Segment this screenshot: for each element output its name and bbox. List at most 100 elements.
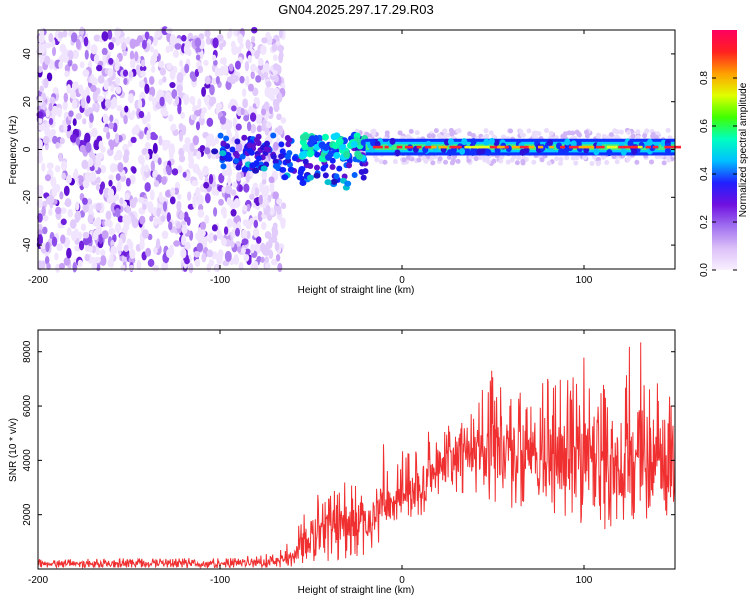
noise-blob bbox=[237, 33, 244, 44]
signal-halo bbox=[378, 159, 384, 165]
noise-blob bbox=[263, 70, 269, 79]
noise-blob bbox=[213, 59, 218, 66]
signal-halo bbox=[539, 157, 545, 163]
noise-blob bbox=[169, 196, 176, 205]
signal-peak bbox=[538, 145, 544, 149]
signal-halo bbox=[520, 160, 526, 166]
noise-blob bbox=[56, 243, 63, 252]
noise-blob bbox=[192, 197, 197, 209]
noise-blob bbox=[232, 181, 238, 188]
noise-blob bbox=[99, 255, 107, 267]
signal-band-bump bbox=[476, 148, 483, 156]
signal-halo bbox=[505, 159, 511, 165]
noise-blob bbox=[263, 245, 270, 257]
noise-blob bbox=[208, 97, 215, 107]
noise-blob bbox=[253, 260, 259, 270]
noise-blob bbox=[99, 164, 107, 174]
noise-blob bbox=[268, 249, 274, 259]
noise-blob bbox=[48, 102, 53, 112]
noise-blob bbox=[137, 98, 143, 109]
noise-blob bbox=[277, 262, 283, 273]
noise-blob bbox=[235, 123, 242, 131]
signal-halo bbox=[544, 127, 550, 133]
noise-blob bbox=[164, 189, 171, 198]
signal-cluster-blob bbox=[339, 143, 347, 151]
noise-blob bbox=[123, 77, 128, 85]
signal-band-bump bbox=[558, 148, 565, 156]
noise-blob bbox=[204, 214, 210, 224]
noise-blob bbox=[117, 215, 124, 223]
noise-blob bbox=[129, 38, 137, 50]
signal-scatter bbox=[307, 163, 314, 170]
signal-band-bump bbox=[627, 139, 634, 147]
noise-blob bbox=[52, 87, 59, 95]
noise-blob bbox=[177, 86, 182, 97]
snr-ytick-label: 6000 bbox=[22, 394, 33, 417]
noise-blob bbox=[272, 222, 278, 230]
noise-blob bbox=[54, 165, 61, 173]
noise-blob bbox=[111, 96, 117, 107]
noise-blob bbox=[264, 86, 271, 98]
signal-halo bbox=[516, 155, 522, 161]
noise-blob bbox=[215, 75, 220, 85]
noise-blob bbox=[72, 49, 80, 60]
noise-blob bbox=[169, 69, 176, 80]
noise-blob bbox=[148, 75, 155, 85]
signal-halo bbox=[437, 156, 443, 162]
noise-blob bbox=[51, 135, 58, 144]
noise-blob bbox=[113, 154, 119, 161]
noise-blob bbox=[75, 39, 81, 50]
noise-blob bbox=[63, 123, 68, 134]
noise-blob bbox=[158, 78, 163, 86]
noise-blob bbox=[84, 109, 92, 117]
signal-halo bbox=[449, 160, 455, 166]
noise-blob bbox=[90, 127, 98, 138]
noise-blob bbox=[261, 177, 267, 185]
noise-blob bbox=[67, 49, 74, 61]
noise-blob bbox=[77, 259, 83, 268]
signal-scatter bbox=[217, 132, 224, 139]
noise-blob bbox=[66, 227, 72, 236]
noise-blob bbox=[195, 232, 202, 241]
noise-blob bbox=[202, 165, 209, 176]
noise-blob bbox=[42, 226, 48, 235]
signal-halo bbox=[449, 131, 455, 137]
noise-blob bbox=[177, 104, 182, 115]
noise-blob bbox=[109, 114, 114, 123]
signal-scatter bbox=[313, 164, 320, 171]
signal-peak bbox=[637, 145, 643, 149]
noise-blob bbox=[278, 29, 283, 39]
signal-peak bbox=[449, 145, 460, 149]
spectrogram-xtick-label: 100 bbox=[576, 275, 593, 286]
noise-blob bbox=[234, 60, 241, 70]
signal-branch-blob bbox=[306, 174, 314, 181]
noise-blob bbox=[152, 169, 158, 178]
spectrogram-ytick-label: 20 bbox=[22, 96, 33, 108]
noise-blob bbox=[103, 126, 110, 133]
noise-blob bbox=[265, 204, 271, 214]
noise-blob bbox=[272, 98, 280, 108]
noise-blob bbox=[176, 193, 182, 200]
noise-blob bbox=[264, 256, 269, 265]
noise-blob bbox=[48, 208, 53, 216]
noise-blob bbox=[49, 96, 56, 105]
noise-blob bbox=[65, 174, 72, 184]
noise-blob bbox=[275, 253, 281, 262]
noise-blob bbox=[207, 236, 213, 244]
signal-peak bbox=[618, 145, 626, 149]
noise-blob bbox=[226, 197, 232, 206]
noise-blob bbox=[72, 118, 77, 127]
signal-scatter bbox=[272, 158, 279, 165]
noise-blob bbox=[84, 253, 90, 262]
signal-scatter bbox=[229, 146, 236, 153]
signal-halo bbox=[433, 128, 439, 134]
noise-blob bbox=[228, 119, 233, 129]
noise-blob bbox=[129, 248, 136, 260]
spectrogram-signal bbox=[211, 127, 682, 191]
noise-blob bbox=[151, 264, 159, 272]
noise-blob bbox=[152, 142, 158, 154]
noise-blob bbox=[238, 261, 244, 271]
noise-blob bbox=[263, 101, 270, 112]
noise-blob bbox=[200, 221, 207, 231]
